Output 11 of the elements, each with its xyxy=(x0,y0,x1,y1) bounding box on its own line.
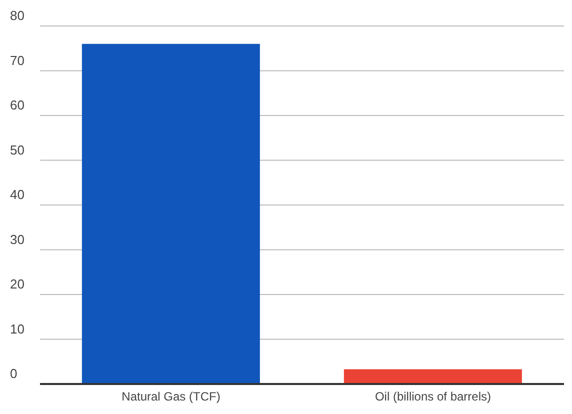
y-tick-label: 0 xyxy=(10,366,18,381)
x-tick-label: Natural Gas (TCF) xyxy=(122,390,220,404)
y-tick-label: 20 xyxy=(10,276,24,292)
y-tick-label: 80 xyxy=(10,8,24,23)
x-tick-label: Oil (billions of barrels) xyxy=(374,390,492,404)
y-tick-label: 60 xyxy=(10,98,24,112)
y-tick-label: 40 xyxy=(10,187,24,202)
y-tick-label: 10 xyxy=(10,321,24,336)
y-tick-label: 30 xyxy=(10,232,24,247)
y-tick-label: 50 xyxy=(10,142,24,158)
y-tick-label: 70 xyxy=(10,52,24,68)
